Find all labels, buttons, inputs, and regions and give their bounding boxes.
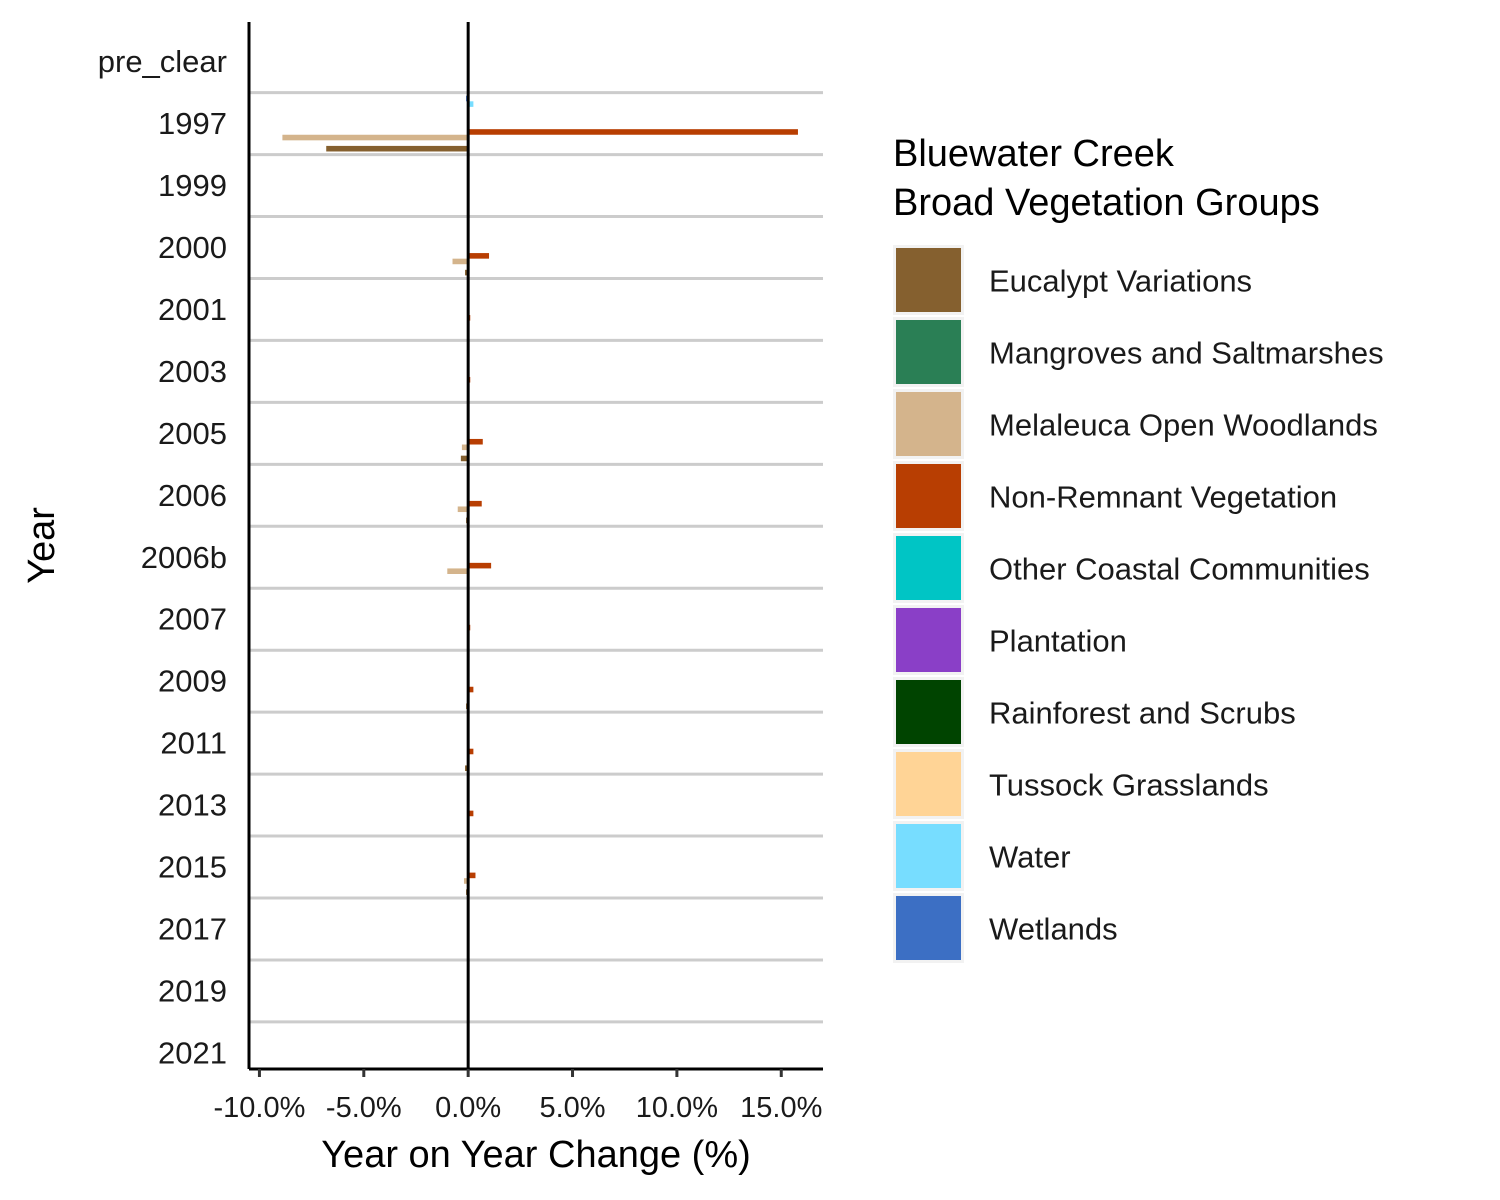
bar (468, 686, 474, 693)
legend-swatch (896, 896, 961, 960)
legend-swatch (896, 752, 961, 816)
bar (461, 444, 469, 451)
bar (468, 129, 798, 135)
legend-label: Other Coastal Communities (989, 552, 1370, 587)
bar (468, 438, 483, 445)
y-tick-label: 2003 (158, 354, 227, 389)
bar (282, 134, 469, 141)
y-tick-label: 2009 (158, 664, 227, 699)
bar (460, 455, 469, 462)
bar (465, 765, 469, 772)
legend-title-line2: Broad Vegetation Groups (893, 182, 1320, 224)
bar (447, 568, 469, 574)
legend-swatch (896, 392, 961, 456)
y-axis-title: Year (21, 507, 63, 584)
x-tick-label: 10.0% (636, 1092, 718, 1124)
y-tick-label: 2000 (158, 230, 227, 265)
y-tick-label: 2001 (158, 292, 227, 327)
x-tick-label: -5.0% (326, 1092, 402, 1124)
legend-swatch (896, 680, 961, 744)
y-tick-label: 2021 (158, 1035, 227, 1070)
gridlines (249, 91, 823, 1024)
y-tick-labels: pre_clear 1997 1999 2000 2001 2003 2005 2006 200… (98, 44, 227, 1070)
legend-swatch (896, 536, 961, 600)
x-tick-label: 0.0% (435, 1092, 501, 1124)
legend-label: Tussock Grasslands (989, 768, 1269, 803)
y-tick-label: 2011 (160, 726, 227, 761)
y-tick-label: 1999 (158, 168, 227, 203)
bar (468, 810, 474, 817)
legend-label: Eucalypt Variations (989, 264, 1252, 299)
bar (468, 500, 482, 507)
y-tick-label: 1997 (158, 106, 227, 141)
legend-swatch (896, 608, 961, 672)
legend-items: Eucalypt Variations Mangroves and Saltmar… (893, 245, 1384, 963)
legend-swatch (896, 320, 961, 384)
legend-label: Rainforest and Scrubs (989, 696, 1296, 731)
y-tick-label: 2019 (158, 973, 227, 1008)
axes (247, 22, 823, 1071)
y-tick-label: 2005 (158, 416, 227, 451)
y-tick-label: pre_clear (98, 44, 227, 79)
x-tick-labels: -10.0% -5.0% 0.0% 5.0% 10.0% 15.0% (213, 1069, 822, 1124)
x-tick-label: -10.0% (213, 1092, 305, 1124)
legend-title-line1: Bluewater Creek (893, 133, 1175, 175)
bar (468, 748, 474, 755)
y-tick-label: 2017 (158, 911, 227, 946)
bar (452, 258, 469, 265)
y-tick-label: 2013 (158, 788, 227, 823)
y-tick-label: 2015 (158, 850, 227, 885)
bar (463, 878, 469, 884)
x-tick-label: 15.0% (740, 1092, 822, 1124)
legend-swatch (896, 824, 961, 888)
bar (465, 269, 469, 276)
bar (468, 562, 492, 569)
legend: Bluewater Creek Broad Vegetation Groups … (893, 133, 1384, 963)
legend-label: Wetlands (989, 912, 1118, 947)
bar (468, 872, 476, 879)
y-tick-label: 2007 (158, 602, 227, 637)
legend-label: Melaleuca Open Woodlands (989, 408, 1378, 443)
bar (457, 506, 469, 513)
bar (326, 145, 469, 152)
y-tick-label: 2006b (141, 540, 227, 575)
legend-swatch (896, 248, 961, 312)
y-tick-label: 2006 (158, 478, 227, 513)
legend-label: Mangroves and Saltmarshes (989, 336, 1384, 371)
x-axis-title: Year on Year Change (%) (321, 1134, 751, 1176)
legend-label: Non-Remnant Vegetation (989, 480, 1337, 515)
legend-swatch (896, 464, 961, 528)
legend-label: Water (989, 840, 1071, 875)
legend-label: Plantation (989, 624, 1127, 659)
bar (468, 253, 490, 259)
bar (468, 101, 474, 107)
x-tick-label: 5.0% (539, 1092, 605, 1124)
